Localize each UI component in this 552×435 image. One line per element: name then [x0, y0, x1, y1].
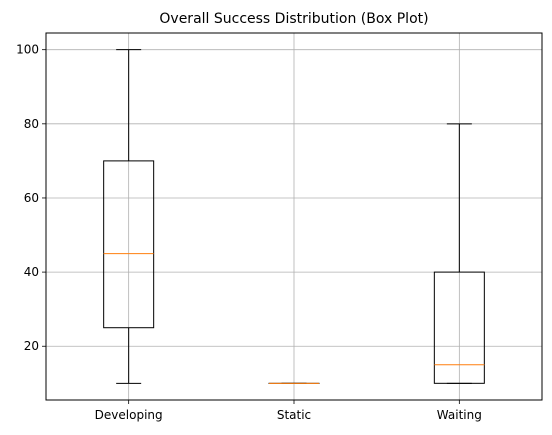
box-developing	[103, 49, 155, 384]
box-series	[103, 49, 485, 384]
y-tick-label: 80	[24, 117, 39, 131]
y-tick-label: 60	[24, 191, 39, 205]
box-waiting	[433, 123, 485, 384]
axis-ticks: Developing Static Waiting 20 40 60 80 100	[16, 43, 482, 422]
chart-title: Overall Success Distribution (Box Plot)	[159, 11, 428, 27]
iqr-box	[433, 271, 485, 384]
y-tick-label: 100	[16, 43, 39, 57]
y-tick-label: 20	[24, 339, 39, 353]
iqr-box	[103, 160, 155, 329]
x-tick-label: Static	[277, 408, 311, 422]
x-tick-label: Waiting	[437, 408, 482, 422]
grid-lines	[46, 33, 542, 400]
y-tick-label: 40	[24, 265, 39, 279]
x-tick-label: Developing	[95, 408, 163, 422]
